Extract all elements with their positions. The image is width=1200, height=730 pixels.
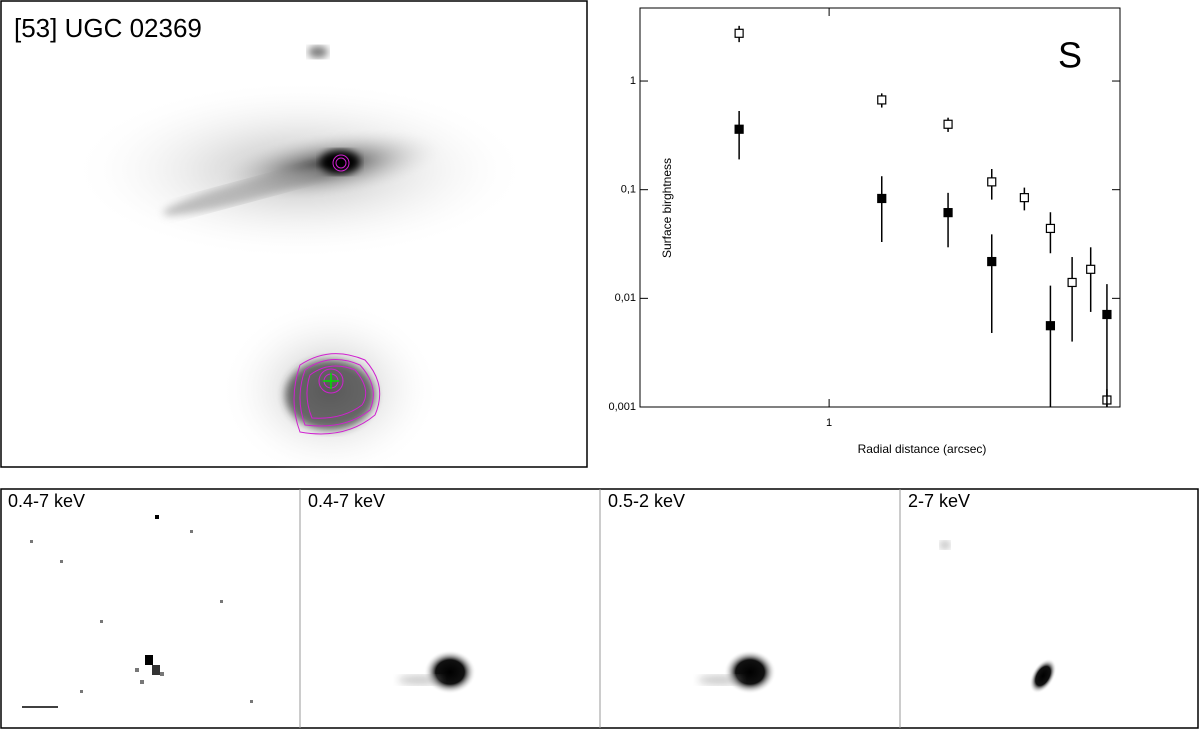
image-label: [53] UGC 02369 — [14, 13, 202, 43]
panel-label: 0.4-7 keV — [308, 491, 385, 511]
y-tick-label: 0,01 — [615, 292, 636, 304]
data-point — [1045, 321, 1056, 331]
plot-frame — [639, 7, 1121, 408]
data-point — [877, 193, 887, 204]
data-point — [987, 177, 997, 187]
x-tick-label: 1 — [826, 417, 832, 429]
data-point — [877, 95, 887, 105]
data-layer — [734, 25, 1112, 407]
data-point — [1019, 193, 1029, 203]
panel-label: 0.5-2 keV — [608, 491, 685, 511]
data-point — [1086, 264, 1096, 274]
data-point — [734, 28, 744, 38]
data-point — [943, 119, 953, 129]
data-point — [987, 256, 997, 267]
data-point — [734, 124, 744, 134]
y-tick-label: 1 — [630, 75, 636, 87]
panel-label: 2-7 keV — [908, 491, 970, 511]
data-point — [1102, 309, 1112, 320]
data-point — [1045, 223, 1056, 234]
data-point — [943, 208, 953, 218]
optical-image: [53] UGC 02369 — [0, 0, 588, 480]
y-tick-label: 0,001 — [608, 401, 636, 413]
annotation: S — [1058, 35, 1082, 76]
panel-label: 0.4-7 keV — [8, 491, 85, 511]
data-point — [1067, 277, 1077, 288]
y-axis-label: Surface birghtness — [660, 158, 674, 258]
xray-panels — [0, 488, 1199, 729]
x-axis-label: Radial distance (arcsec) — [858, 442, 987, 456]
y-tick-label: 0,1 — [621, 184, 636, 196]
